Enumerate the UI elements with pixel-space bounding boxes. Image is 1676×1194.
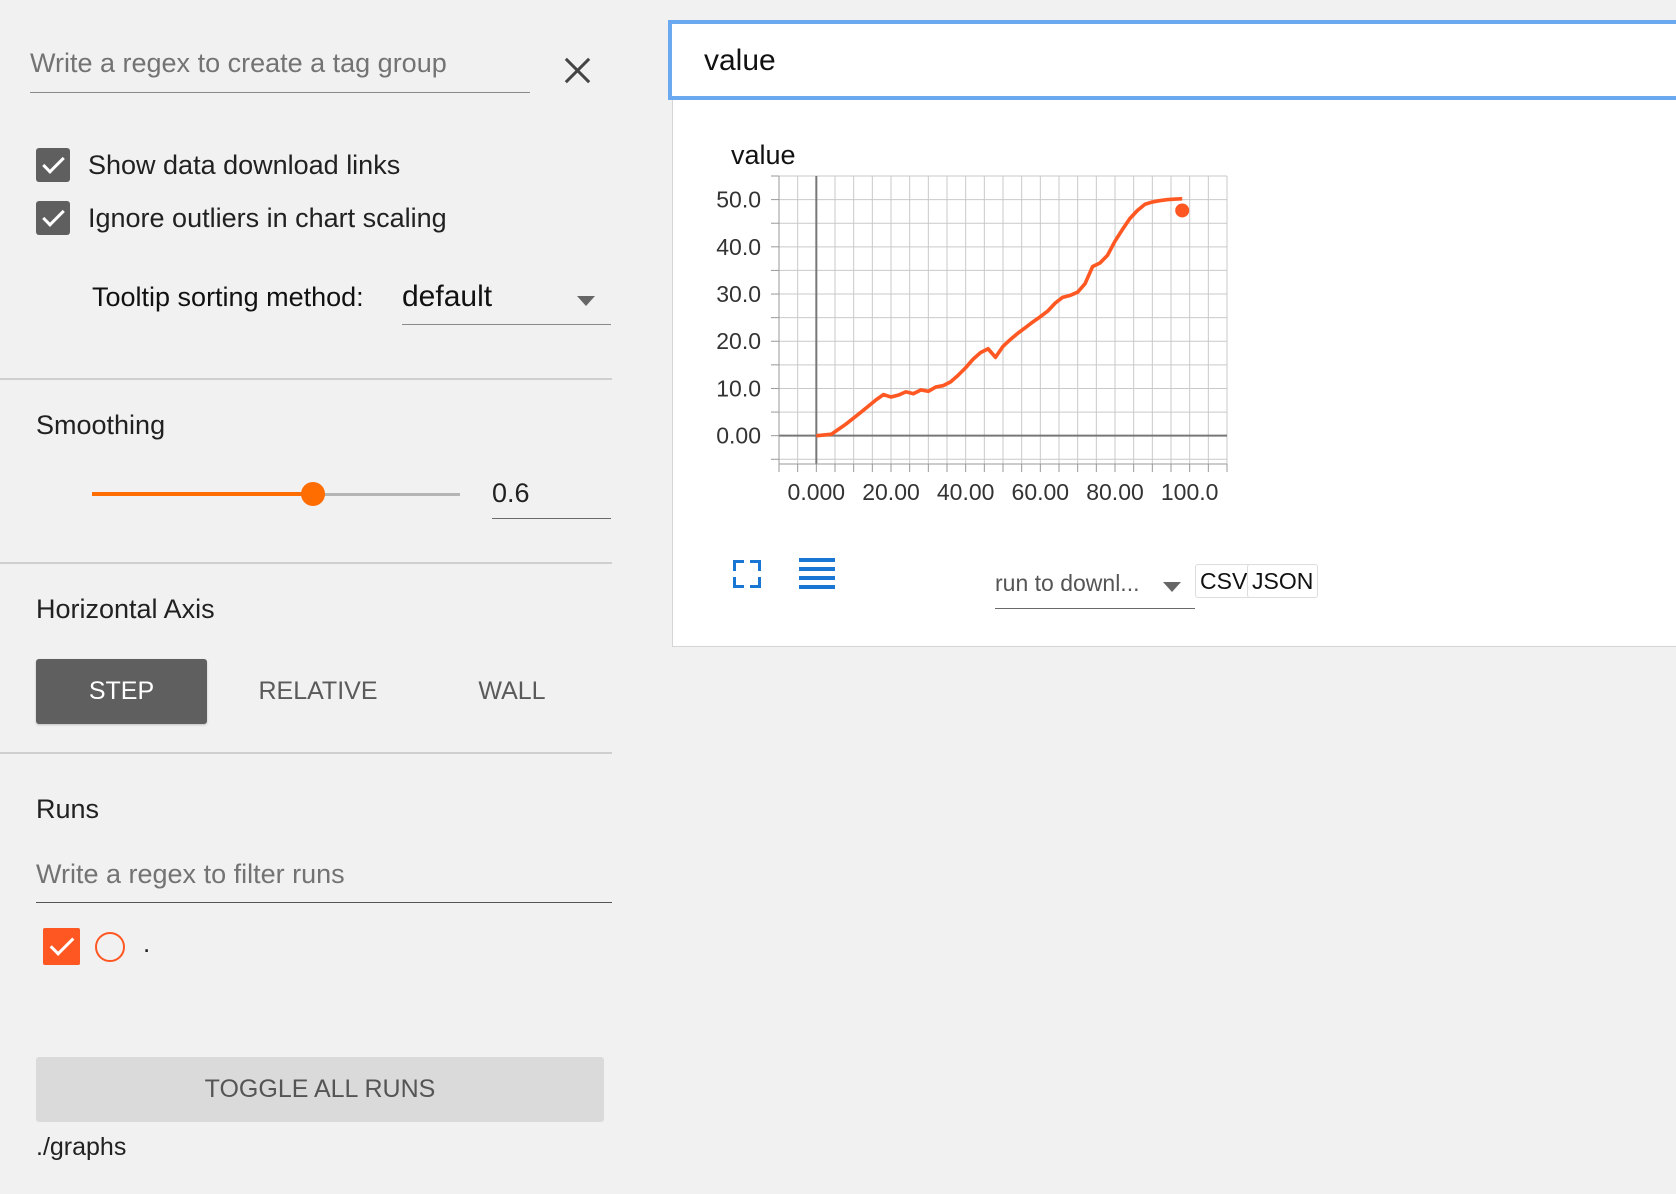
dropdown-arrow-icon	[577, 296, 595, 306]
smoothing-value-input[interactable]: 0.6	[492, 470, 611, 519]
smoothing-title: Smoothing	[36, 410, 166, 440]
x-tick-label: 20.00	[862, 479, 920, 505]
chart-title: value	[731, 140, 796, 170]
axis-step-button[interactable]: STEP	[36, 659, 207, 724]
x-tick-label: 40.00	[937, 479, 995, 505]
runs-filter-input[interactable]	[36, 850, 612, 898]
horizontal-axis-title: Horizontal Axis	[36, 594, 215, 624]
runs-title: Runs	[36, 794, 100, 824]
tag-group-regex-field[interactable]	[30, 38, 530, 93]
y-tick-label: 50.0	[716, 187, 761, 213]
divider	[0, 752, 612, 754]
run-label: .	[143, 928, 151, 958]
fullscreen-icon[interactable]	[733, 560, 761, 588]
ignore-outliers-label: Ignore outliers in chart scaling	[88, 202, 447, 233]
ignore-outliers-checkbox[interactable]	[36, 201, 70, 235]
smoothing-value: 0.6	[492, 478, 530, 508]
csv-download-button[interactable]: CSV	[1195, 564, 1253, 598]
tag-group-regex-input[interactable]	[30, 38, 530, 88]
slider-fill	[92, 492, 313, 496]
scalar-chart-card: value 0.00 10.0 20.0 30.0 40.0 50.0 0.000 20.00…	[672, 100, 1676, 647]
y-tick-label: 40.0	[716, 234, 761, 260]
y-tick-label: 0.00	[716, 423, 761, 449]
sidebar: Show data download links Ignore outliers…	[0, 0, 612, 1194]
x-tick-label: 80.00	[1086, 479, 1144, 505]
divider	[0, 562, 612, 564]
line-chart[interactable]: 0.00 10.0 20.0 30.0 40.0 50.0 0.000 20.00 40.00 6…	[673, 100, 1676, 647]
y-tick-label: 10.0	[716, 375, 761, 401]
tooltip-sorting-value: default	[402, 280, 493, 313]
axis-relative-button[interactable]: RELATIVE	[258, 677, 378, 705]
divider	[0, 378, 612, 380]
x-tick-label: 100.0	[1161, 479, 1219, 505]
x-tick-label: 0.000	[788, 479, 846, 505]
last-point-marker	[1175, 203, 1190, 218]
log-scale-icon[interactable]	[799, 558, 835, 590]
run-radio[interactable]	[95, 932, 125, 962]
logdir-label: ./graphs	[36, 1133, 127, 1161]
smoothed-series-line	[816, 196, 1183, 438]
run-checkbox[interactable]	[43, 928, 80, 965]
y-tick-label: 30.0	[716, 281, 761, 307]
tooltip-sorting-label: Tooltip sorting method:	[92, 282, 364, 312]
show-download-links-option[interactable]: Show data download links	[36, 148, 400, 182]
json-download-button[interactable]: JSON	[1247, 564, 1319, 598]
tooltip-sorting-dropdown[interactable]: default	[402, 276, 611, 325]
x-tick-label: 60.00	[1012, 479, 1070, 505]
smoothing-slider[interactable]	[92, 480, 460, 510]
tag-group-header[interactable]: value	[668, 20, 1676, 100]
show-download-links-label: Show data download links	[88, 149, 401, 180]
show-download-links-checkbox[interactable]	[36, 148, 70, 182]
close-icon[interactable]	[556, 48, 600, 92]
toggle-all-runs-button[interactable]: TOGGLE ALL RUNS	[36, 1057, 604, 1122]
tag-group-title: value	[704, 44, 776, 77]
slider-knob[interactable]	[300, 482, 325, 506]
dropdown-arrow-icon	[1163, 582, 1181, 592]
y-tick-label: 20.0	[716, 328, 761, 354]
run-download-label: run to downl...	[995, 570, 1140, 596]
axis-wall-button[interactable]: WALL	[478, 677, 546, 705]
runs-filter-field[interactable]	[36, 850, 612, 903]
run-download-dropdown[interactable]: run to downl...	[995, 562, 1195, 609]
ignore-outliers-option[interactable]: Ignore outliers in chart scaling	[36, 201, 447, 235]
